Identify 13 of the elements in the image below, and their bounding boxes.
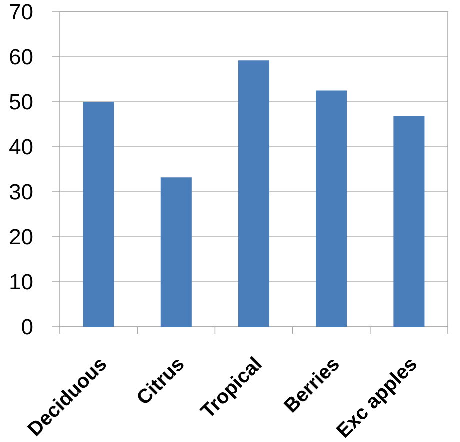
y-tick-label: 70 — [10, 4, 33, 20]
bar — [316, 90, 348, 327]
bar — [83, 102, 114, 327]
bar — [160, 178, 192, 327]
y-tick-label: 40 — [10, 139, 33, 155]
y-tick-label: 50 — [10, 94, 33, 110]
y-tick-label: 60 — [10, 49, 33, 65]
bar — [394, 116, 425, 327]
y-tick-label: 0 — [22, 319, 33, 335]
bar — [238, 60, 270, 327]
y-tick-label: 10 — [10, 274, 33, 290]
y-tick-label: 20 — [10, 229, 33, 245]
y-tick-label: 30 — [10, 184, 33, 200]
